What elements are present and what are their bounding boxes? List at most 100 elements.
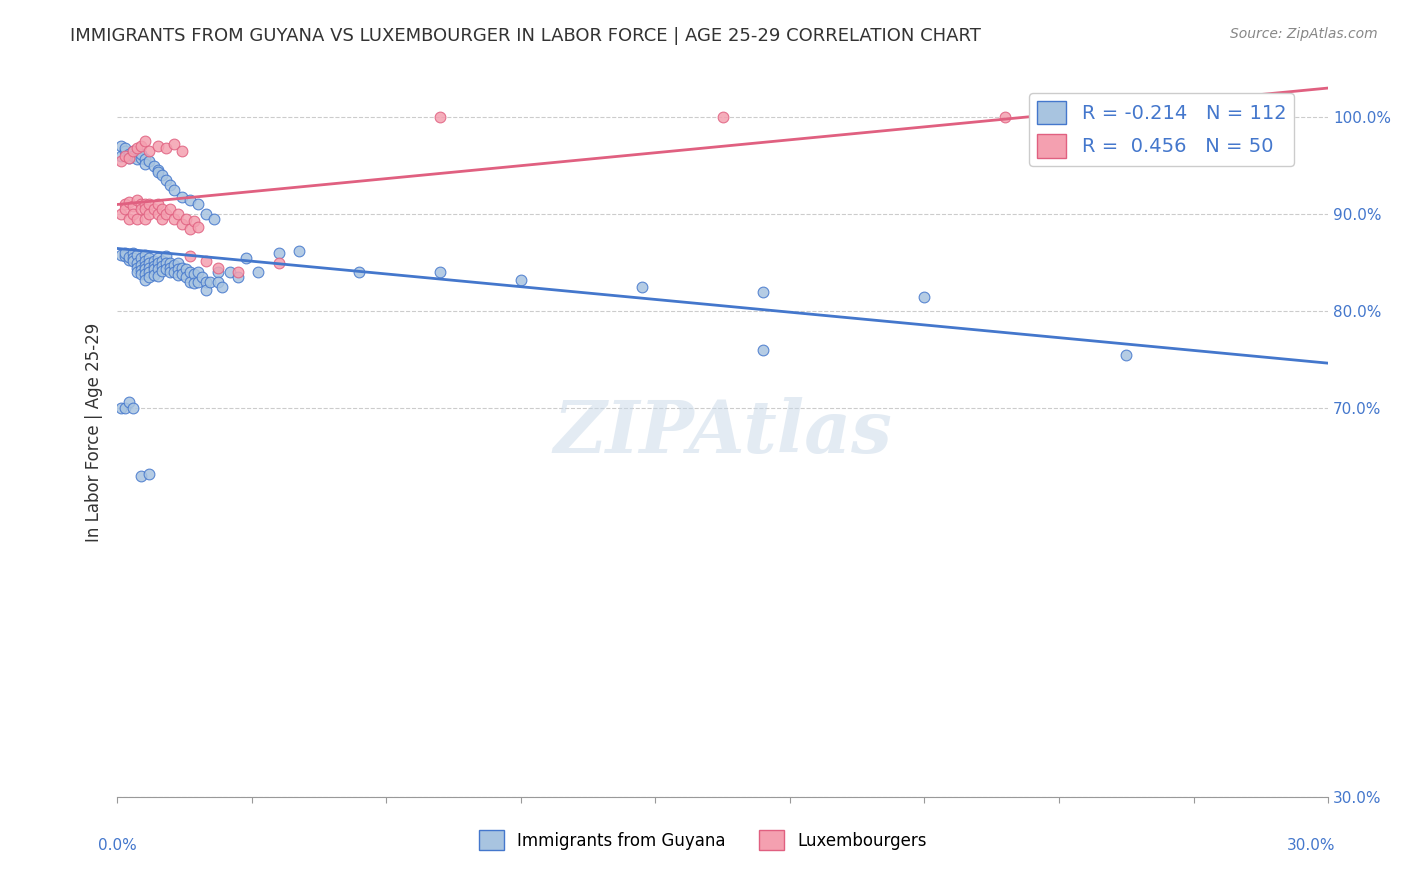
Point bbox=[170, 268, 193, 282]
Point bbox=[179, 275, 201, 289]
Point bbox=[114, 401, 136, 416]
Point bbox=[138, 255, 160, 269]
Point bbox=[187, 275, 209, 289]
Point bbox=[155, 173, 177, 187]
Point bbox=[226, 265, 249, 279]
Point bbox=[110, 139, 132, 153]
Point bbox=[183, 276, 205, 290]
Point bbox=[127, 265, 149, 279]
Point bbox=[131, 469, 153, 483]
Point bbox=[131, 258, 153, 272]
Point bbox=[219, 265, 242, 279]
Point bbox=[146, 251, 169, 265]
Point bbox=[127, 193, 149, 207]
Point bbox=[142, 259, 165, 273]
Point bbox=[187, 197, 209, 211]
Point bbox=[226, 270, 249, 285]
Point bbox=[174, 270, 197, 285]
Point bbox=[159, 178, 181, 192]
Point bbox=[142, 262, 165, 277]
Point bbox=[163, 212, 186, 227]
Point bbox=[122, 144, 145, 158]
Point bbox=[1115, 348, 1137, 362]
Point bbox=[150, 253, 173, 268]
Point bbox=[118, 151, 141, 165]
Point bbox=[155, 207, 177, 221]
Point bbox=[195, 283, 218, 297]
Point bbox=[138, 144, 160, 158]
Point bbox=[150, 264, 173, 278]
Point bbox=[146, 163, 169, 178]
Point bbox=[166, 262, 188, 277]
Point bbox=[138, 265, 160, 279]
Point bbox=[146, 139, 169, 153]
Point bbox=[207, 260, 229, 275]
Point bbox=[142, 159, 165, 173]
Point bbox=[122, 144, 145, 158]
Point bbox=[170, 260, 193, 275]
Point bbox=[166, 268, 188, 283]
Point bbox=[114, 202, 136, 217]
Point bbox=[267, 246, 290, 260]
Text: Source: ZipAtlas.com: Source: ZipAtlas.com bbox=[1230, 27, 1378, 41]
Point bbox=[752, 343, 775, 357]
Point bbox=[134, 152, 156, 166]
Point bbox=[267, 255, 290, 269]
Point bbox=[146, 269, 169, 284]
Point bbox=[142, 253, 165, 268]
Point bbox=[159, 202, 181, 217]
Point bbox=[134, 156, 156, 170]
Point bbox=[914, 290, 936, 304]
Point bbox=[122, 207, 145, 221]
Point bbox=[110, 248, 132, 262]
Point bbox=[118, 151, 141, 165]
Point bbox=[202, 212, 225, 227]
Legend: Immigrants from Guyana, Luxembourgers: Immigrants from Guyana, Luxembourgers bbox=[472, 823, 934, 857]
Point bbox=[211, 280, 233, 294]
Point bbox=[127, 255, 149, 269]
Point bbox=[118, 212, 141, 227]
Point bbox=[142, 202, 165, 217]
Point bbox=[179, 249, 201, 263]
Point bbox=[146, 255, 169, 269]
Point bbox=[122, 149, 145, 163]
Point bbox=[163, 183, 186, 197]
Point bbox=[207, 265, 229, 279]
Point bbox=[187, 265, 209, 279]
Point bbox=[138, 197, 160, 211]
Point bbox=[134, 212, 156, 227]
Point bbox=[131, 197, 153, 211]
Point bbox=[155, 262, 177, 277]
Point bbox=[138, 251, 160, 265]
Point bbox=[711, 110, 734, 124]
Point bbox=[134, 259, 156, 273]
Point bbox=[183, 268, 205, 282]
Point bbox=[159, 265, 181, 279]
Point bbox=[150, 212, 173, 227]
Point bbox=[155, 141, 177, 155]
Text: 0.0%: 0.0% bbox=[98, 838, 138, 854]
Point bbox=[155, 249, 177, 263]
Point bbox=[187, 219, 209, 234]
Point bbox=[138, 260, 160, 275]
Point bbox=[195, 275, 218, 289]
Point bbox=[122, 253, 145, 268]
Point bbox=[122, 251, 145, 265]
Point bbox=[166, 207, 188, 221]
Point bbox=[179, 221, 201, 235]
Point bbox=[110, 207, 132, 221]
Point bbox=[131, 151, 153, 165]
Point bbox=[994, 110, 1017, 124]
Point bbox=[752, 285, 775, 299]
Point bbox=[127, 260, 149, 275]
Point bbox=[110, 153, 132, 168]
Point bbox=[134, 202, 156, 217]
Point bbox=[131, 268, 153, 282]
Point bbox=[288, 244, 311, 258]
Point bbox=[114, 149, 136, 163]
Point bbox=[110, 401, 132, 416]
Point bbox=[118, 195, 141, 210]
Point bbox=[429, 110, 451, 124]
Point bbox=[134, 273, 156, 287]
Point bbox=[122, 401, 145, 416]
